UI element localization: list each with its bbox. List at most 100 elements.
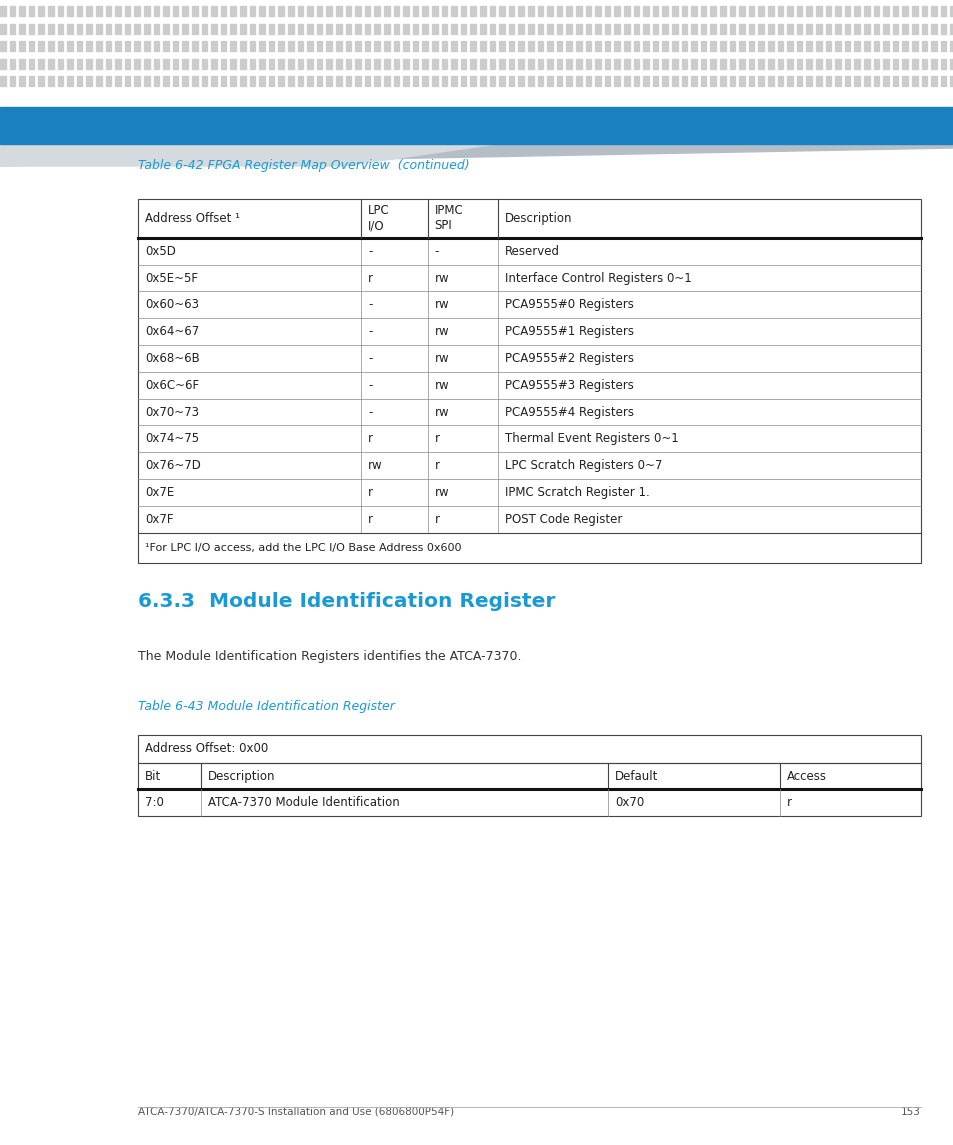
Bar — [38, 76, 44, 86]
Bar — [557, 6, 561, 16]
Bar — [517, 76, 523, 86]
Bar — [57, 41, 63, 52]
Bar — [106, 58, 111, 69]
Bar — [57, 58, 63, 69]
Text: rw: rw — [435, 352, 449, 365]
Bar — [700, 58, 705, 69]
Bar — [720, 58, 724, 69]
Bar — [163, 6, 169, 16]
Bar — [633, 58, 639, 69]
Bar — [19, 6, 25, 16]
Text: -: - — [368, 245, 372, 258]
Bar — [805, 24, 811, 33]
Bar — [863, 58, 868, 69]
Polygon shape — [0, 144, 496, 166]
Bar — [335, 41, 341, 52]
Bar — [758, 41, 763, 52]
Bar — [720, 76, 724, 86]
Bar — [604, 76, 610, 86]
Text: Description: Description — [208, 769, 274, 782]
Bar — [623, 24, 629, 33]
Bar — [489, 58, 495, 69]
Bar — [508, 41, 514, 52]
Bar — [211, 41, 216, 52]
Bar — [470, 41, 476, 52]
Bar — [48, 76, 53, 86]
Bar — [873, 24, 878, 33]
Bar — [134, 41, 140, 52]
Bar — [67, 76, 72, 86]
Bar — [498, 76, 504, 86]
Bar — [250, 24, 254, 33]
Bar — [815, 58, 821, 69]
Bar — [77, 24, 82, 33]
Bar — [288, 24, 294, 33]
Bar — [921, 58, 926, 69]
Bar — [614, 41, 619, 52]
Text: 0x76~7D: 0x76~7D — [145, 459, 201, 472]
Bar — [96, 76, 101, 86]
Bar — [19, 41, 25, 52]
Bar — [854, 24, 859, 33]
Text: r: r — [368, 513, 373, 526]
Bar — [739, 76, 744, 86]
Bar — [394, 6, 398, 16]
Text: 6.3.3  Module Identification Register: 6.3.3 Module Identification Register — [138, 592, 555, 610]
Bar — [134, 6, 140, 16]
Bar — [671, 58, 677, 69]
Bar — [307, 6, 313, 16]
Text: -: - — [368, 352, 372, 365]
Bar — [661, 58, 667, 69]
Bar — [231, 24, 235, 33]
Text: -: - — [435, 245, 438, 258]
Bar — [326, 58, 332, 69]
Text: PCA9555#3 Registers: PCA9555#3 Registers — [505, 379, 634, 392]
Bar — [911, 24, 917, 33]
Bar — [576, 41, 581, 52]
Bar — [422, 41, 428, 52]
Bar — [844, 76, 849, 86]
Bar — [374, 58, 379, 69]
Bar — [786, 24, 792, 33]
Bar — [805, 6, 811, 16]
Bar — [844, 6, 849, 16]
Bar — [642, 24, 648, 33]
Bar — [489, 41, 495, 52]
Bar — [316, 41, 322, 52]
Bar — [355, 58, 360, 69]
Bar — [250, 41, 254, 52]
Bar — [739, 41, 744, 52]
Bar — [479, 41, 485, 52]
Bar — [451, 24, 456, 33]
Text: PCA9555#0 Registers: PCA9555#0 Registers — [505, 299, 634, 311]
Text: -: - — [368, 405, 372, 419]
Bar — [0, 58, 6, 69]
Bar — [316, 76, 322, 86]
Bar — [106, 24, 111, 33]
Bar — [460, 6, 466, 16]
Bar — [138, 763, 920, 789]
Bar — [125, 6, 131, 16]
Bar — [557, 76, 561, 86]
Bar — [38, 6, 44, 16]
Bar — [451, 41, 456, 52]
Bar — [259, 58, 264, 69]
Bar — [335, 6, 341, 16]
Bar — [231, 6, 235, 16]
Bar — [863, 76, 868, 86]
Bar — [566, 58, 571, 69]
Text: Default: Default — [614, 769, 658, 782]
Bar — [508, 58, 514, 69]
Bar — [767, 58, 773, 69]
Bar — [220, 76, 226, 86]
Bar — [623, 41, 629, 52]
Bar — [921, 6, 926, 16]
Bar — [557, 24, 561, 33]
Bar — [585, 6, 591, 16]
Bar — [614, 6, 619, 16]
Bar — [231, 76, 235, 86]
Bar — [863, 6, 868, 16]
Bar — [125, 76, 131, 86]
Bar — [10, 58, 15, 69]
Bar — [451, 76, 456, 86]
